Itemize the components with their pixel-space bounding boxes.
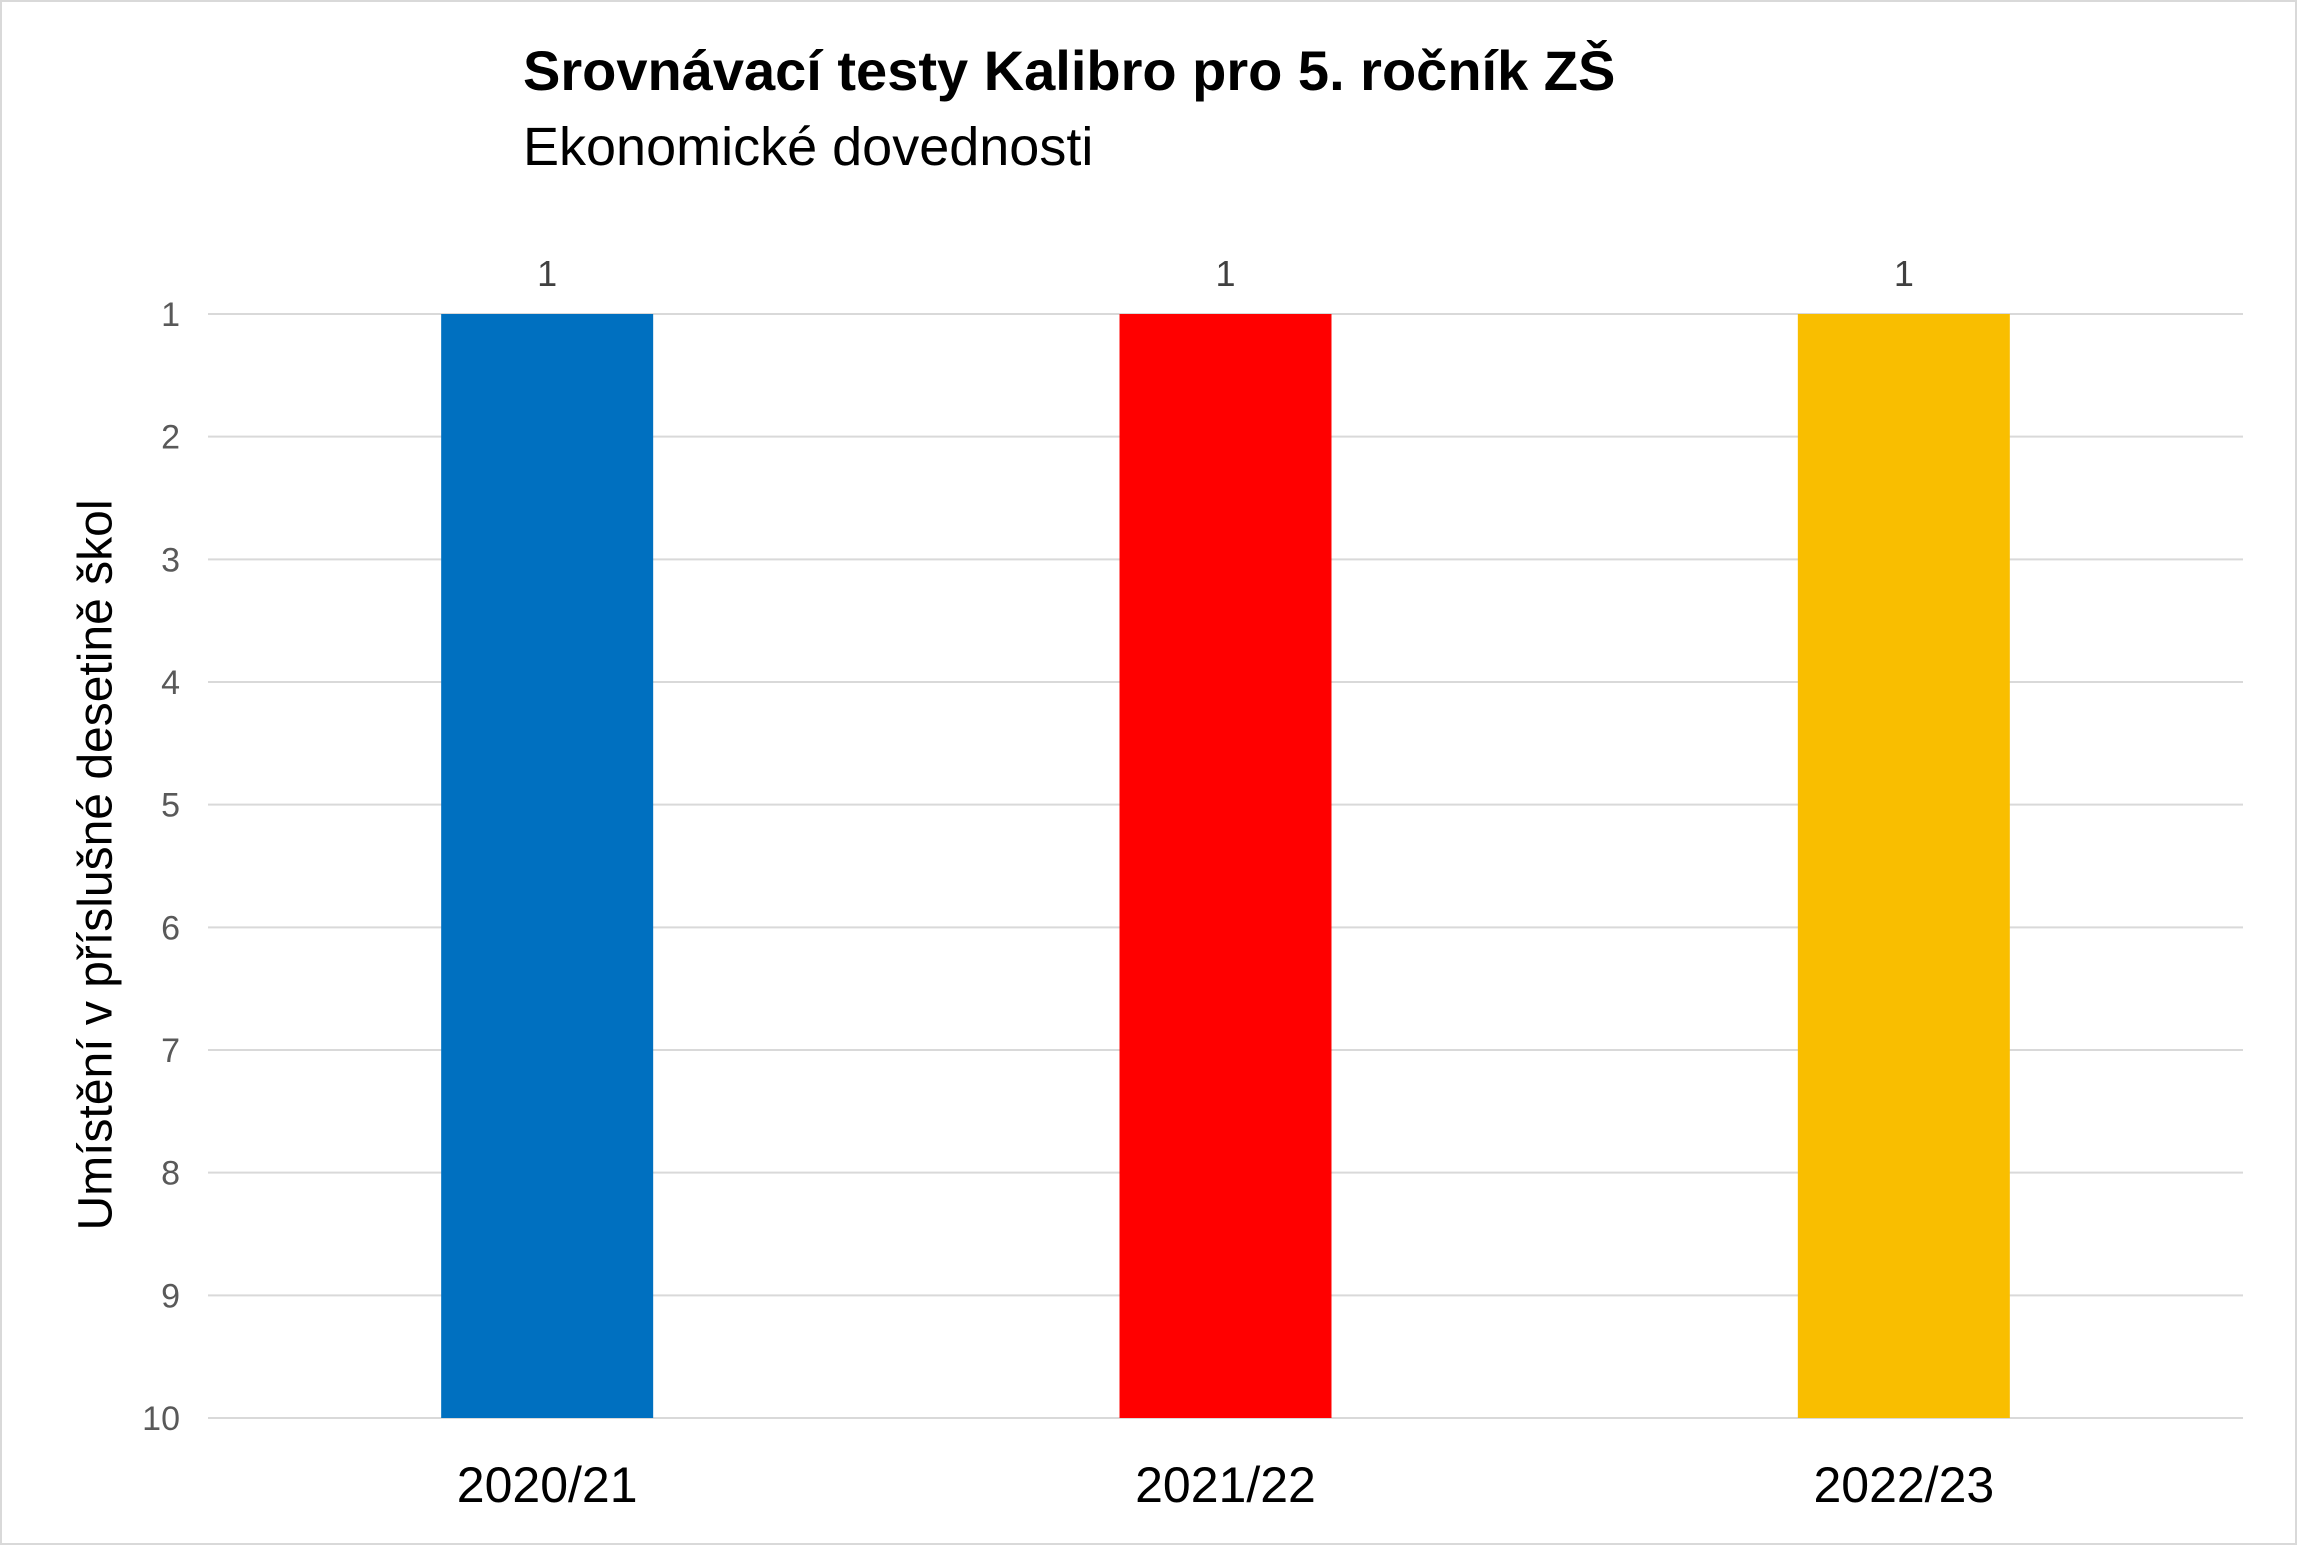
data-label: 1 (1215, 253, 1235, 294)
bar (1119, 314, 1332, 1418)
data-label: 1 (1894, 253, 1914, 294)
bar (1797, 314, 2010, 1418)
y-tick-label: 7 (161, 1032, 180, 1070)
data-label: 1 (537, 253, 557, 294)
y-tick-label: 1 (161, 296, 180, 334)
y-tick-label: 3 (161, 541, 180, 579)
y-tick-label: 8 (161, 1155, 180, 1193)
x-tick-label: 2020/21 (457, 1457, 638, 1513)
y-tick-label: 9 (161, 1277, 180, 1315)
chart-title: Srovnávací testy Kalibro pro 5. ročník Z… (523, 39, 1616, 102)
y-tick-label: 5 (161, 787, 180, 825)
chart-subtitle: Ekonomické dovednosti (523, 117, 1094, 177)
y-tick-labels: 1 2 3 4 5 6 7 8 9 10 (142, 296, 180, 1438)
bars (441, 314, 2010, 1418)
bar (441, 314, 654, 1418)
y-tick-label: 4 (161, 664, 180, 702)
data-labels: 1 1 1 (537, 253, 1914, 294)
x-tick-label: 2022/23 (1813, 1457, 1994, 1513)
y-tick-label: 6 (161, 909, 180, 947)
x-tick-label: 2021/22 (1135, 1457, 1316, 1513)
x-tick-labels: 2020/21 2021/22 2022/23 (457, 1457, 1994, 1513)
y-tick-label: 2 (161, 419, 180, 457)
y-tick-label: 10 (142, 1400, 180, 1438)
